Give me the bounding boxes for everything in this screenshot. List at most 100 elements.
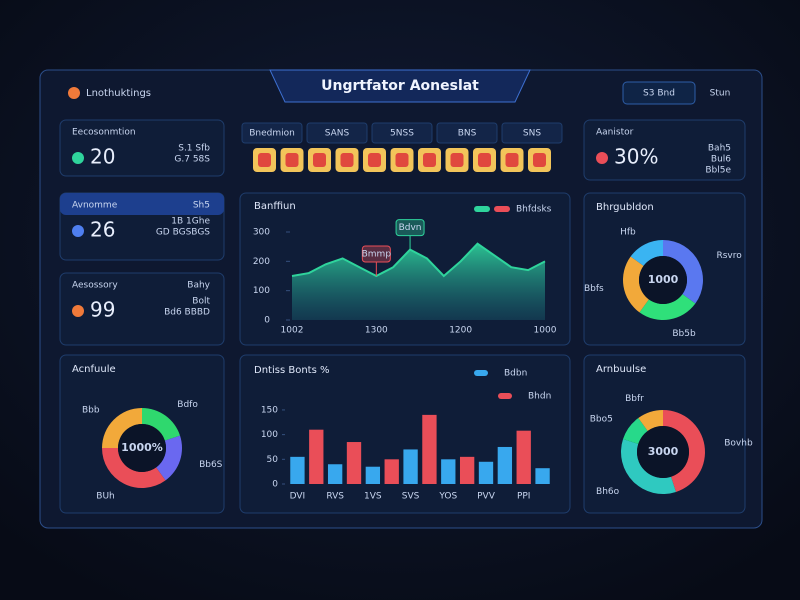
card-meta: Bbl5e	[705, 166, 731, 176]
tile-inner[interactable]	[313, 153, 326, 167]
tile-inner[interactable]	[368, 153, 381, 167]
tile-inner[interactable]	[450, 153, 464, 167]
card-meta: Bolt	[192, 297, 210, 307]
card-value: 99	[90, 298, 115, 322]
tab-label[interactable]: SANS	[325, 129, 350, 139]
tile-inner[interactable]	[285, 153, 299, 167]
tile-inner[interactable]	[505, 153, 519, 167]
tab[interactable]	[306, 122, 368, 144]
tab-label[interactable]: Bnedmion	[249, 129, 295, 139]
bar	[309, 429, 324, 484]
x-tick-label: 1000	[534, 326, 557, 336]
tab-label[interactable]: BNS	[458, 129, 477, 139]
y-tick-label: 0	[264, 316, 270, 326]
bar	[403, 449, 418, 484]
tile-inner[interactable]	[395, 153, 409, 167]
y-tick-label: 200	[253, 257, 270, 267]
x-tick-label: 1002	[281, 326, 304, 336]
annotation-box	[361, 245, 391, 263]
chart-title: Bhrgubldon	[596, 202, 654, 213]
card-icon	[72, 152, 84, 164]
tile-inner[interactable]	[533, 153, 546, 167]
x-tick-label: PPI	[517, 492, 531, 502]
tab[interactable]	[241, 122, 303, 144]
legend-swatch	[498, 393, 512, 399]
line	[291, 242, 546, 278]
donut-hole	[637, 426, 689, 478]
x-tick-label: SVS	[402, 492, 420, 502]
header-tab	[269, 69, 531, 103]
card-meta: Bd6 BBBD	[164, 308, 210, 318]
donut-center: 1000%	[121, 441, 163, 454]
y-tick-label: 300	[253, 228, 270, 238]
bar	[384, 459, 399, 484]
donut-label: Bovhb	[724, 439, 753, 449]
tab-label[interactable]: SNS	[523, 129, 541, 139]
tab-label[interactable]: 5NSS	[390, 129, 414, 139]
card-title: Aanistor	[596, 128, 634, 138]
donut-segment	[156, 435, 183, 481]
chart-title: Dntiss Bonts %	[254, 365, 329, 376]
chart-title: Arnbuulse	[596, 364, 646, 375]
annotation-box	[395, 219, 425, 237]
legend-swatch	[474, 206, 490, 212]
bar	[422, 414, 437, 484]
bar	[327, 464, 343, 484]
x-tick-label: DVI	[290, 492, 306, 502]
bar	[497, 446, 513, 484]
annotation: Bdvn	[399, 223, 422, 233]
user-menu[interactable]: Stun	[710, 89, 731, 99]
y-tick-label: 100	[253, 286, 270, 296]
card-meta: Bah5	[708, 144, 731, 154]
card-value: 20	[90, 145, 115, 169]
card-title: Aesossory	[72, 281, 118, 291]
donut-label: Bh6o	[596, 487, 620, 497]
card-meta: G.7 58S	[174, 155, 210, 165]
card-icon	[72, 225, 84, 237]
donut-label: BUh	[96, 492, 114, 502]
legend-swatch	[494, 206, 510, 212]
donut-segment	[663, 240, 703, 304]
toggle-label[interactable]: S3 Bnd	[643, 89, 675, 99]
bar	[535, 468, 550, 484]
x-tick-label: 1300	[365, 326, 388, 336]
donut-segment	[621, 439, 676, 494]
donut-hole	[118, 424, 166, 472]
x-tick-label: RVS	[326, 492, 344, 502]
tab[interactable]	[436, 122, 498, 144]
panel	[59, 119, 225, 177]
tab[interactable]	[501, 122, 563, 144]
donut-label: Bbb	[82, 405, 100, 415]
bar	[478, 461, 494, 484]
toggle[interactable]	[622, 81, 696, 105]
donut-segment	[102, 448, 166, 488]
bar	[346, 442, 362, 484]
donut-label: Bbo5	[590, 415, 613, 425]
donut-label: Rsvro	[716, 251, 742, 261]
x-tick-label: 1VS	[364, 492, 382, 502]
tile-inner[interactable]	[423, 153, 436, 167]
legend-label: Bhfdsks	[516, 205, 552, 215]
tile-inner[interactable]	[478, 153, 491, 167]
donut-label: Bb6S	[199, 460, 223, 470]
legend-label: Bhdn	[528, 392, 551, 402]
donut-segment	[638, 410, 663, 431]
card-badge: Sh5	[193, 201, 210, 211]
panel	[583, 119, 746, 181]
x-tick-label: 1200	[449, 326, 472, 336]
tile-inner[interactable]	[340, 153, 354, 167]
card-icon	[72, 305, 84, 317]
card-value: 26	[90, 218, 115, 242]
donut-segment	[102, 408, 142, 448]
card-value: 30%	[614, 145, 658, 169]
donut-hole	[639, 256, 687, 304]
donut-label: Bbfs	[584, 284, 604, 294]
card-badge: Bahy	[187, 281, 210, 291]
bar	[516, 430, 531, 484]
x-tick-label: YOS	[438, 492, 457, 502]
donut-label: Hfb	[620, 227, 636, 237]
tab[interactable]	[371, 122, 433, 144]
bar	[365, 466, 381, 484]
tile-inner[interactable]	[258, 153, 271, 167]
logo-icon	[68, 87, 80, 99]
